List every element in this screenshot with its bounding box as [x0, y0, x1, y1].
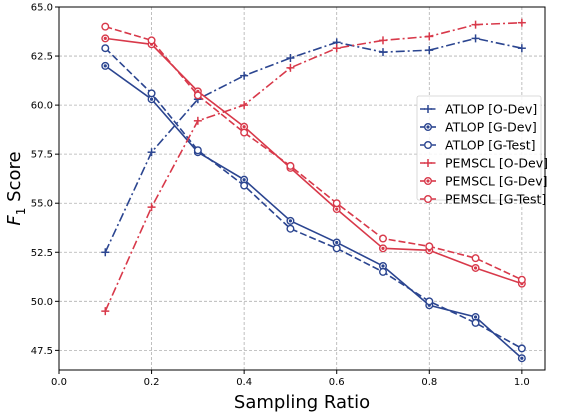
legend-marker	[424, 176, 433, 185]
legend-item: PEMSCL [G-Test]	[420, 192, 546, 207]
y-axis-title: F1 Score	[4, 151, 28, 225]
data-point	[517, 344, 526, 353]
data-point	[425, 242, 434, 251]
legend-label: ATLOP [O-Dev]	[445, 102, 537, 117]
data-point	[332, 244, 341, 253]
data-point	[471, 313, 480, 322]
data-point	[517, 354, 526, 363]
y-tick-label: 60.0	[31, 101, 53, 112]
legend-label: ATLOP [G-Dev]	[445, 120, 537, 135]
data-point	[101, 44, 110, 53]
data-point	[101, 61, 110, 70]
series-3	[101, 18, 526, 316]
series-layer	[101, 18, 526, 363]
x-axis-ticks: 0.0 0.2 0.4 0.6 0.8 1.0	[51, 370, 530, 388]
data-point	[471, 318, 480, 327]
data-point	[240, 181, 249, 190]
series-0	[101, 34, 526, 257]
series-5	[101, 22, 526, 284]
legend-label: PEMSCL [G-Test]	[445, 192, 546, 207]
data-point	[471, 263, 480, 272]
data-point	[101, 248, 110, 257]
plot-frame	[58, 6, 546, 371]
data-point	[193, 91, 202, 100]
data-point	[101, 22, 110, 31]
data-point	[379, 48, 387, 57]
data-point	[240, 71, 249, 80]
series-line	[104, 37, 523, 253]
legend-box	[416, 95, 542, 201]
data-point	[286, 224, 295, 233]
series-line	[104, 21, 522, 312]
series-line	[105, 25, 523, 281]
series-2	[101, 44, 526, 353]
legend-item: ATLOP [G-Test]	[420, 138, 536, 153]
y-axis-title-rest: Score	[4, 151, 25, 207]
data-point	[147, 89, 156, 98]
legend-label: PEMSCL [G-Dev]	[445, 174, 547, 189]
data-point	[379, 244, 388, 253]
data-point	[286, 161, 295, 170]
x-tick-label: 0.6	[329, 377, 345, 388]
data-point	[101, 307, 110, 316]
legend-item: PEMSCL [G-Dev]	[420, 174, 547, 189]
data-point	[471, 34, 480, 43]
legend-marker	[424, 140, 433, 149]
y-tick-label: 47.5	[31, 346, 53, 357]
data-point	[332, 199, 341, 208]
data-point	[471, 20, 480, 29]
data-point	[147, 36, 156, 45]
data-point	[240, 101, 249, 110]
y-tick-label: 52.5	[31, 248, 53, 259]
legend: ATLOP [O-Dev] ATLOP [G-Dev] ATLOP [G-Test]…	[416, 95, 548, 207]
y-tick-label: 57.5	[31, 150, 53, 161]
y-tick-label: 62.5	[31, 52, 53, 63]
x-tick-label: 0.2	[144, 377, 160, 388]
data-point	[425, 32, 434, 41]
data-point	[286, 54, 295, 63]
legend-marker	[424, 159, 432, 167]
data-point	[425, 297, 434, 306]
x-tick-label: 0.4	[236, 377, 252, 388]
data-point	[425, 46, 434, 55]
data-point	[332, 44, 341, 53]
data-point	[193, 116, 202, 125]
legend-marker	[424, 105, 432, 113]
data-point	[286, 63, 295, 72]
legend-item: ATLOP [O-Dev]	[420, 102, 537, 117]
data-point	[147, 148, 156, 157]
data-point	[471, 254, 480, 263]
legend-label: ATLOP [G-Test]	[445, 138, 536, 153]
data-point	[193, 146, 202, 155]
legend-marker	[424, 122, 433, 131]
data-point	[517, 18, 526, 27]
y-axis-ticks: 47.5 50.0 52.5 55.0 57.5 60.0 62.5 65.0	[31, 3, 59, 357]
legend-item: PEMSCL [O-Dev]	[420, 156, 548, 171]
x-tick-label: 1.0	[514, 377, 530, 388]
data-point	[379, 234, 388, 243]
y-axis-title-main: F	[4, 215, 25, 226]
data-point	[240, 128, 249, 137]
series-line	[104, 47, 523, 350]
data-point	[379, 36, 387, 45]
legend-marker	[424, 194, 433, 203]
data-point	[147, 203, 156, 212]
data-point	[101, 34, 110, 43]
x-axis-title: Sampling Ratio	[234, 392, 370, 413]
data-point	[379, 267, 388, 276]
series-line	[104, 65, 523, 359]
y-tick-label: 50.0	[31, 297, 53, 308]
y-axis-title-subscript: 1	[14, 208, 28, 216]
x-tick-label: 0.0	[51, 377, 67, 388]
data-point	[286, 216, 295, 225]
y-tick-label: 55.0	[31, 199, 53, 210]
data-point	[517, 44, 526, 53]
legend-label: PEMSCL [O-Dev]	[445, 156, 548, 171]
y-tick-label: 65.0	[31, 3, 53, 14]
data-point	[517, 275, 526, 284]
legend-item: ATLOP [G-Dev]	[420, 120, 537, 135]
x-tick-label: 0.8	[421, 377, 437, 388]
